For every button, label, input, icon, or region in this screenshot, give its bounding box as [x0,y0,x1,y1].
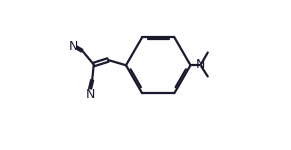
Text: N: N [69,40,78,52]
Text: N: N [85,88,95,101]
Text: N: N [196,58,205,71]
